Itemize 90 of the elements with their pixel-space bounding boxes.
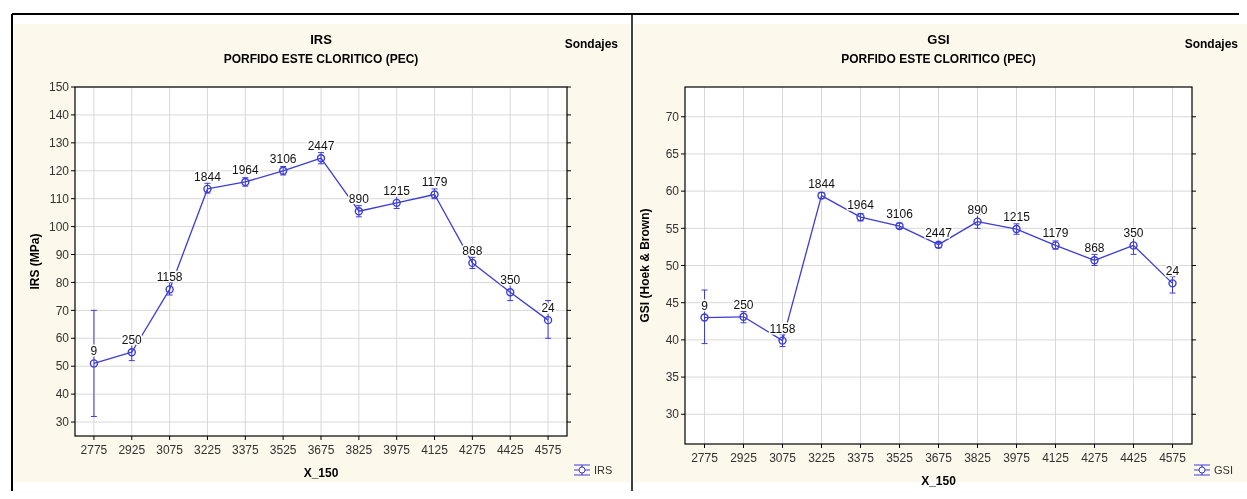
y-tick-label: 140 [48, 108, 70, 123]
annotation: 890 [967, 202, 988, 217]
x-tick-label: 3375 [847, 451, 875, 465]
x-tick-label: 3225 [194, 443, 222, 457]
y-tick-label: 60 [55, 331, 70, 346]
y-tick-label: 45 [665, 295, 680, 310]
annotation: 1179 [1042, 226, 1069, 241]
y-tick-label: 30 [665, 407, 680, 422]
x-axis-title: X_150 [921, 474, 957, 488]
point [543, 315, 553, 325]
y-tick-label: 150 [48, 80, 70, 95]
x-tick-label: 4275 [1081, 451, 1109, 465]
point [506, 288, 515, 297]
y-axis-title: IRS (MPa) [28, 233, 42, 290]
legend-label: GSI [1214, 463, 1233, 476]
y-tick-label: 70 [665, 109, 680, 124]
x-tick-label: 4575 [1159, 451, 1187, 465]
x-tick-label: 3525 [886, 451, 914, 465]
point [973, 217, 982, 226]
annotation: 3106 [886, 207, 914, 222]
y-tick-label: 30 [55, 415, 70, 430]
x-tick-label: 2775 [691, 451, 719, 465]
annotation: 3106 [269, 151, 297, 166]
x-tick-label: 3075 [156, 443, 184, 457]
chart-title: IRS [310, 32, 333, 47]
y-tick-label: 90 [55, 247, 70, 262]
x-tick-label: 3825 [345, 443, 373, 457]
annotation: 890 [348, 192, 370, 207]
point [89, 359, 99, 368]
y-tick-label: 35 [665, 370, 680, 385]
y-tick-label: 70 [55, 303, 70, 318]
point [127, 348, 136, 357]
point [1129, 241, 1138, 250]
x-tick-label: 3675 [925, 451, 953, 465]
x-tick-label: 4575 [534, 443, 562, 457]
chart-subtitle: PORFIDO ESTE CLORITICO (PEC) [223, 52, 419, 66]
chart-subtitle: PORFIDO ESTE CLORITICO (PEC) [841, 52, 1036, 66]
x-tick-label: 3975 [1003, 451, 1031, 465]
x-tick-label: 2925 [118, 443, 146, 457]
x-tick-label: 3675 [307, 443, 335, 457]
y-tick-label: 65 [665, 147, 680, 162]
annotation: 1844 [194, 169, 222, 184]
annotation: 1215 [383, 183, 411, 198]
x-tick-label: 4425 [1120, 451, 1148, 465]
annotation: 24 [541, 301, 556, 316]
x-tick-label: 4425 [496, 443, 524, 457]
x-tick-label: 3975 [383, 443, 411, 457]
y-axis-title: GSI (Hoek & Brown) [638, 208, 652, 323]
x-axis-title: X_150 [303, 466, 339, 480]
chart-title: GSI [927, 32, 950, 47]
y-tick-label: 50 [55, 359, 70, 374]
y-tick-label: 130 [48, 136, 70, 151]
annotation: 2447 [925, 225, 953, 240]
annotation: 1844 [808, 176, 836, 191]
x-tick-label: 3825 [964, 451, 992, 465]
y-tick-label: 110 [49, 191, 70, 206]
x-tick-label: 3375 [231, 443, 259, 457]
x-tick-label: 2925 [730, 451, 758, 465]
legend-title: Sondajes [564, 37, 619, 51]
legend-label: IRS [594, 463, 613, 476]
point [700, 313, 709, 322]
y-tick-label: 55 [665, 221, 680, 236]
legend-title: Sondajes [1184, 37, 1239, 51]
y-tick-label: 40 [55, 387, 70, 402]
annotation: 868 [1084, 241, 1105, 256]
x-tick-label: 4125 [421, 443, 449, 457]
annotation: 350 [1123, 226, 1144, 241]
annotation: 350 [500, 273, 521, 288]
y-tick-label: 50 [665, 258, 680, 273]
annotation: 9 [90, 344, 98, 359]
y-tick-label: 80 [55, 275, 70, 290]
y-tick-label: 100 [48, 219, 70, 234]
x-tick-label: 4125 [1042, 451, 1070, 465]
annotation: 1964 [231, 162, 259, 177]
x-tick-label: 3075 [769, 451, 797, 465]
y-tick-label: 60 [665, 184, 680, 199]
annotation: 2447 [307, 139, 335, 154]
y-tick-label: 40 [665, 333, 680, 348]
annotation: 24 [1165, 264, 1180, 279]
x-tick-label: 4275 [459, 443, 487, 457]
annotation: 1215 [1003, 210, 1031, 225]
x-tick-label: 2775 [80, 443, 108, 457]
y-tick-label: 120 [48, 163, 70, 178]
annotation: 1179 [421, 175, 448, 190]
annotation: 250 [733, 297, 754, 312]
point [165, 285, 174, 294]
x-tick-label: 3525 [269, 443, 297, 457]
annotation: 1964 [847, 198, 875, 213]
point [1168, 279, 1177, 288]
x-tick-label: 3225 [808, 451, 836, 465]
